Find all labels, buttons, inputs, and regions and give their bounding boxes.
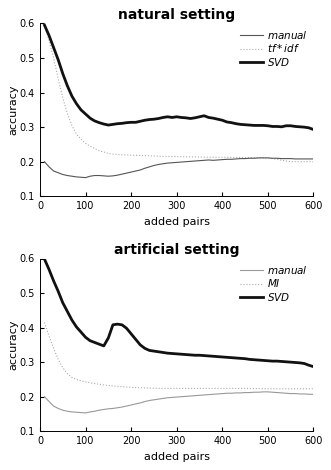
X-axis label: added pairs: added pairs (144, 217, 210, 227)
Title: natural setting: natural setting (118, 8, 235, 23)
Legend: $manual$, $tf*idf$, $SVD$: $manual$, $tf*idf$, $SVD$ (238, 27, 310, 70)
Title: artificial setting: artificial setting (114, 243, 239, 258)
Y-axis label: accuracy: accuracy (8, 85, 18, 135)
Legend: $manual$, $MI$, $SVD$: $manual$, $MI$, $SVD$ (238, 262, 310, 305)
X-axis label: added pairs: added pairs (144, 452, 210, 462)
Y-axis label: accuracy: accuracy (8, 320, 18, 370)
